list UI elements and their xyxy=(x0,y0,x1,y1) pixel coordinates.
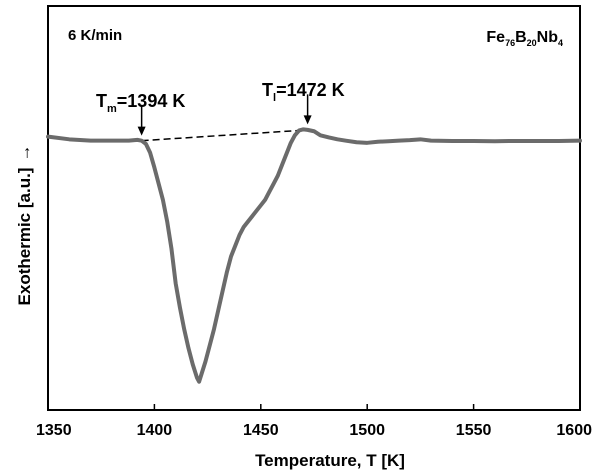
x-tick-label: 1550 xyxy=(456,422,492,439)
rate-annotation: 6 K/min xyxy=(68,27,122,44)
y-axis-label-text: Exothermic [a.u.] xyxy=(15,168,34,306)
dsc-curve xyxy=(46,127,582,384)
baseline-dashed xyxy=(141,129,308,142)
tl-label-rest: =1472 K xyxy=(276,80,345,100)
x-tick-label: 1450 xyxy=(243,422,279,439)
comp-fe-sub: 76 xyxy=(505,38,515,48)
y-axis-label-arrow: → xyxy=(15,145,34,162)
comp-nb: Nb xyxy=(537,29,559,46)
x-axis-label: Temperature, T [K] xyxy=(255,451,405,470)
tl-arrow xyxy=(303,94,312,125)
x-tick-label: 1350 xyxy=(36,422,72,439)
comp-b: B xyxy=(515,29,527,46)
composition-annotation: Fe76B20Nb4 xyxy=(486,29,563,48)
x-tick-label: 1600 xyxy=(556,422,592,439)
tm-label-sub: m xyxy=(107,103,117,115)
plot-frame xyxy=(47,5,581,411)
tm-label: Tm=1394 K xyxy=(96,91,185,115)
x-tick-label: 1500 xyxy=(349,422,385,439)
tl-label-sub: l xyxy=(273,92,276,104)
comp-fe: Fe xyxy=(486,29,505,46)
arrow-head xyxy=(303,115,312,125)
tm-label-main: T xyxy=(96,91,107,111)
tm-label-rest: =1394 K xyxy=(117,91,186,111)
x-ticks: 1350 1400 1450 1500 1550 1600 xyxy=(36,404,592,439)
tl-label-main: T xyxy=(262,80,273,100)
tl-label: Tl=1472 K xyxy=(262,80,345,104)
y-axis-label-group: Exothermic [a.u.] → xyxy=(15,145,34,306)
comp-nb-sub: 4 xyxy=(558,38,563,48)
comp-b-sub: 20 xyxy=(527,38,537,48)
tm-arrow xyxy=(137,105,146,136)
arrow-head xyxy=(137,126,146,136)
x-tick-label: 1400 xyxy=(137,422,173,439)
y-axis-label: Exothermic [a.u.] → xyxy=(15,145,34,306)
